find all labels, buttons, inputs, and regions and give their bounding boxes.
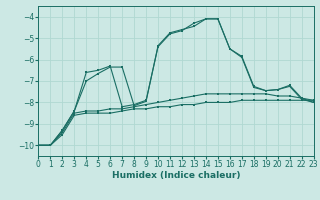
X-axis label: Humidex (Indice chaleur): Humidex (Indice chaleur) (112, 171, 240, 180)
